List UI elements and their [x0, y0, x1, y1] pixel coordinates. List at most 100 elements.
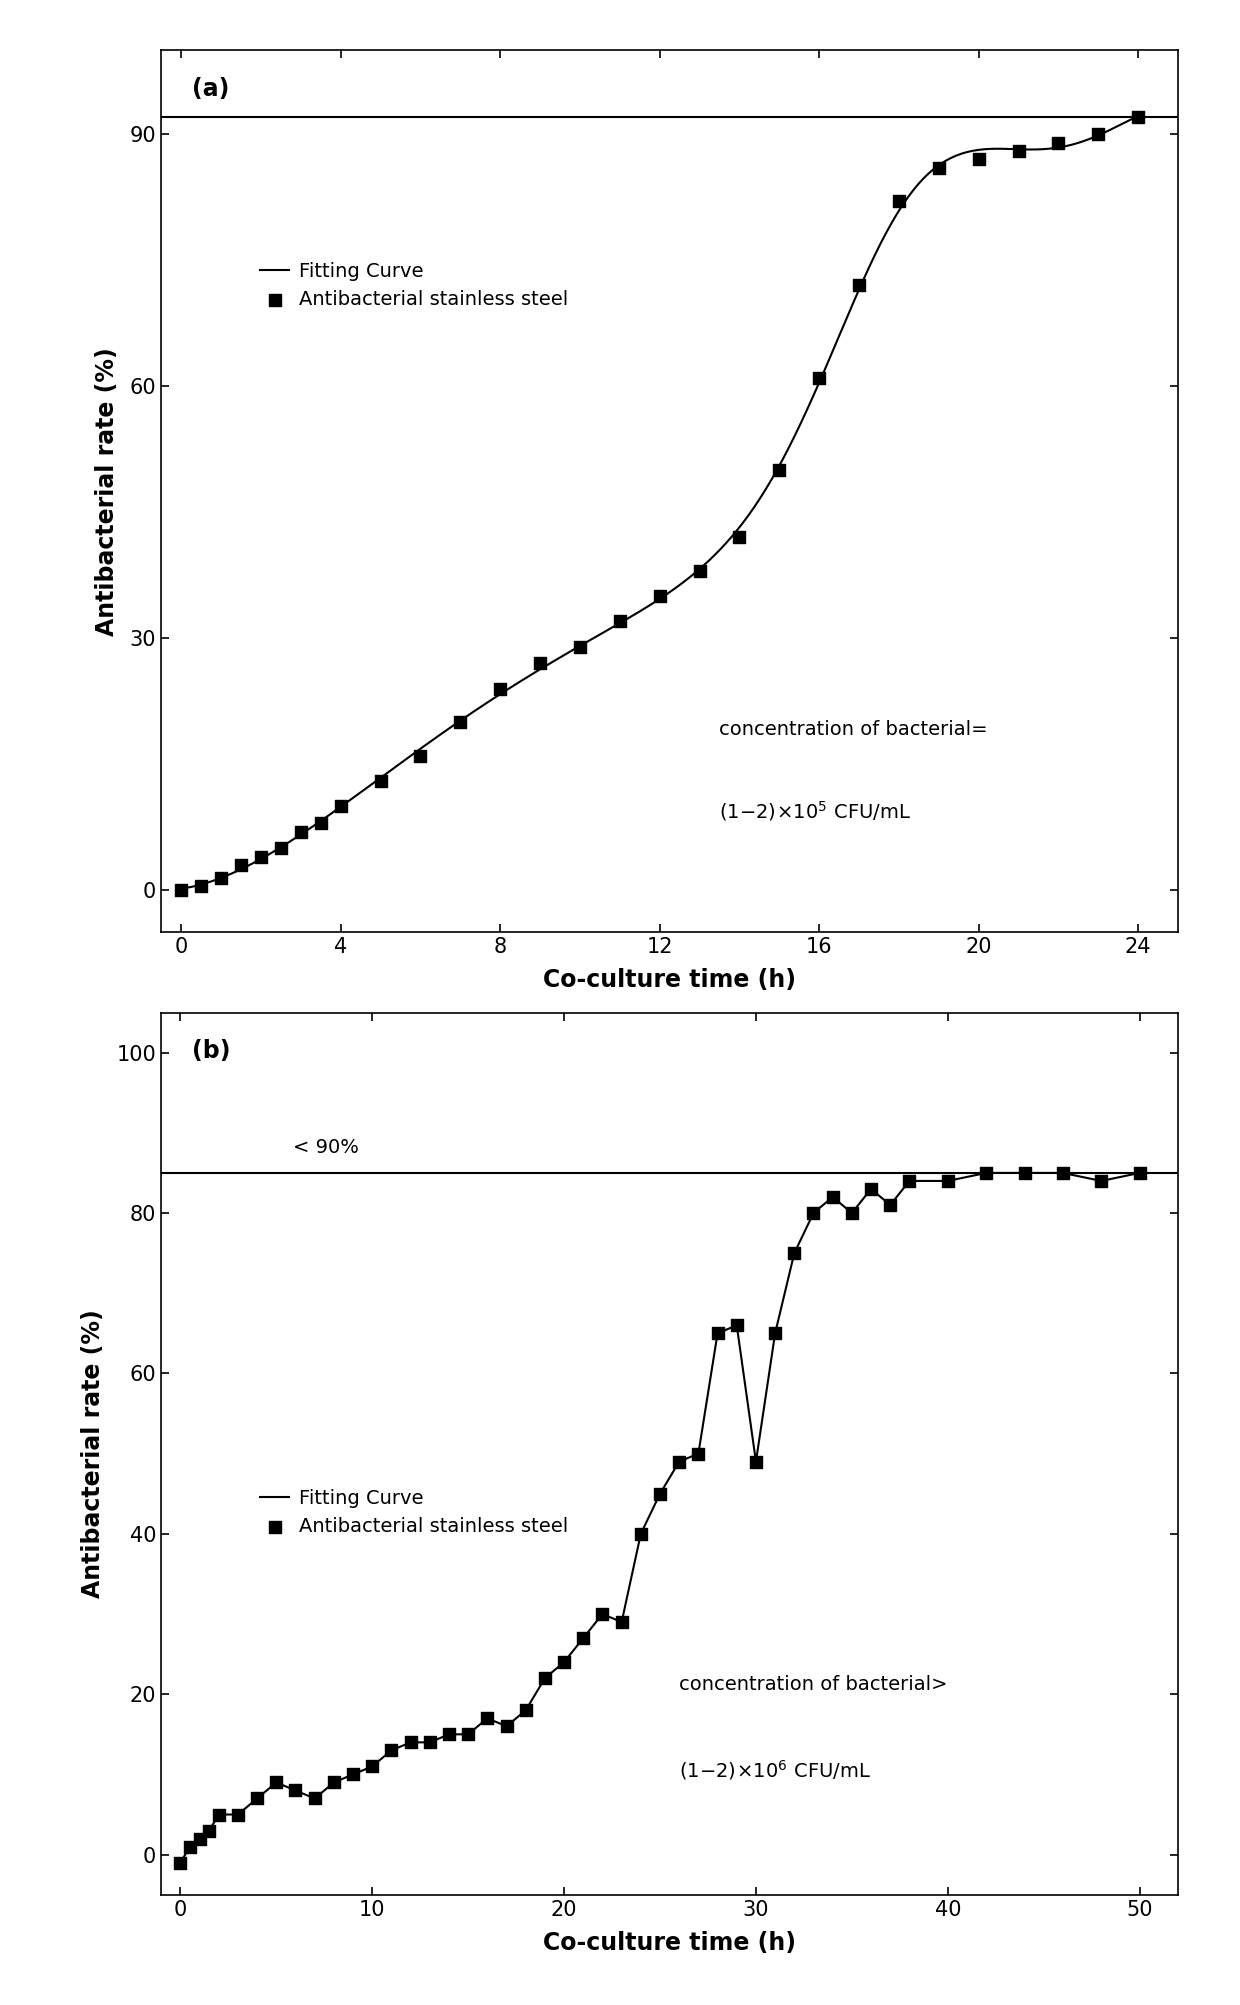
- Antibacterial stainless steel: [1089, 118, 1109, 150]
- Antibacterial stainless steel: [688, 1438, 708, 1470]
- Antibacterial stainless steel: [727, 1309, 746, 1341]
- Antibacterial stainless steel: [593, 1598, 613, 1630]
- Antibacterial stainless steel: [270, 832, 290, 864]
- Fitting Curve: [1131, 104, 1146, 128]
- Antibacterial stainless steel: [285, 1774, 305, 1807]
- Text: $(1\mathrm{-}2)\!\times\!10^6$ CFU/mL: $(1\mathrm{-}2)\!\times\!10^6$ CFU/mL: [680, 1758, 870, 1782]
- Text: concentration of bacterial=: concentration of bacterial=: [719, 720, 988, 740]
- Line: Fitting Curve: Fitting Curve: [181, 116, 1138, 888]
- Fitting Curve: [346, 1762, 361, 1786]
- Antibacterial stainless steel: [968, 142, 988, 174]
- Antibacterial stainless steel: [190, 1823, 210, 1855]
- Fitting Curve: [557, 1650, 572, 1674]
- Antibacterial stainless steel: [889, 184, 909, 217]
- Antibacterial stainless steel: [810, 361, 830, 393]
- Antibacterial stainless steel: [573, 1622, 593, 1654]
- Fitting Curve: [384, 1738, 399, 1762]
- Fitting Curve: [844, 1201, 859, 1225]
- Fitting Curve: [441, 1722, 456, 1746]
- Antibacterial stainless steel: [650, 1478, 670, 1510]
- Antibacterial stainless steel: [331, 790, 351, 822]
- Fitting Curve: [461, 1722, 476, 1746]
- Antibacterial stainless steel: [250, 840, 270, 872]
- Antibacterial stainless steel: [410, 740, 430, 772]
- Antibacterial stainless steel: [937, 1165, 957, 1197]
- Fitting Curve: [1132, 1161, 1147, 1185]
- Antibacterial stainless steel: [211, 862, 231, 894]
- Fitting Curve: [231, 1802, 246, 1827]
- Fitting Curve: [743, 499, 758, 523]
- Antibacterial stainless steel: [1049, 126, 1069, 158]
- Antibacterial stainless steel: [459, 1718, 479, 1750]
- Antibacterial stainless steel: [670, 1446, 689, 1478]
- Antibacterial stainless steel: [200, 1815, 219, 1847]
- Antibacterial stainless steel: [439, 1718, 459, 1750]
- Antibacterial stainless steel: [529, 648, 549, 680]
- Fitting Curve: [691, 1442, 706, 1466]
- Antibacterial stainless steel: [490, 672, 510, 704]
- Antibacterial stainless steel: [570, 632, 590, 664]
- Antibacterial stainless steel: [1130, 1157, 1149, 1189]
- Antibacterial stainless steel: [228, 1798, 248, 1831]
- Fitting Curve: [940, 1169, 955, 1193]
- Antibacterial stainless steel: [1008, 134, 1028, 166]
- Antibacterial stainless steel: [247, 1782, 267, 1815]
- Fitting Curve: [711, 1321, 725, 1345]
- Fitting Curve: [652, 1482, 667, 1506]
- Fitting Curve: [480, 1706, 495, 1730]
- Antibacterial stainless steel: [849, 269, 869, 301]
- Fitting Curve: [629, 602, 644, 626]
- Antibacterial stainless steel: [291, 816, 311, 848]
- Fitting Curve: [249, 1786, 264, 1811]
- Antibacterial stainless steel: [420, 1726, 440, 1758]
- Antibacterial stainless steel: [496, 1710, 516, 1742]
- Fitting Curve: [518, 1698, 533, 1722]
- Fitting Curve: [901, 1169, 916, 1193]
- Fitting Curve: [863, 1177, 878, 1201]
- Antibacterial stainless steel: [708, 1317, 728, 1349]
- Fitting Curve: [595, 1602, 610, 1626]
- Fitting Curve: [614, 1610, 629, 1634]
- Fitting Curve: [787, 1241, 802, 1265]
- Antibacterial stainless steel: [534, 1662, 554, 1694]
- Antibacterial stainless steel: [689, 555, 709, 587]
- Fitting Curve: [806, 1201, 821, 1225]
- Fitting Curve: [182, 1835, 197, 1859]
- Fitting Curve: [423, 1730, 438, 1754]
- Antibacterial stainless steel: [823, 1181, 843, 1213]
- Fitting Curve: [211, 1802, 226, 1827]
- Line: Fitting Curve: Fitting Curve: [180, 1173, 1140, 1863]
- Text: $(1\mathrm{-}2)\!\times\!10^5$ CFU/mL: $(1\mathrm{-}2)\!\times\!10^5$ CFU/mL: [719, 800, 911, 824]
- Antibacterial stainless steel: [371, 766, 391, 798]
- Antibacterial stainless steel: [976, 1157, 996, 1189]
- Antibacterial stainless steel: [1053, 1157, 1073, 1189]
- Fitting Curve: [202, 1819, 217, 1843]
- Antibacterial stainless steel: [729, 521, 749, 553]
- Antibacterial stainless steel: [746, 1446, 766, 1478]
- Antibacterial stainless steel: [191, 870, 211, 902]
- Antibacterial stainless steel: [631, 1518, 651, 1550]
- Fitting Curve: [498, 1714, 513, 1738]
- Antibacterial stainless steel: [554, 1646, 574, 1678]
- Antibacterial stainless steel: [769, 455, 789, 487]
- Antibacterial stainless steel: [929, 152, 949, 184]
- Antibacterial stainless steel: [450, 706, 470, 738]
- Fitting Curve: [729, 1313, 744, 1337]
- Antibacterial stainless steel: [180, 1831, 200, 1863]
- Antibacterial stainless steel: [311, 808, 331, 840]
- Antibacterial stainless steel: [171, 874, 191, 906]
- Legend: Fitting Curve, Antibacterial stainless steel: Fitting Curve, Antibacterial stainless s…: [252, 1482, 575, 1544]
- Antibacterial stainless steel: [477, 1702, 497, 1734]
- Antibacterial stainless steel: [267, 1766, 286, 1798]
- Antibacterial stainless steel: [610, 606, 630, 638]
- Fitting Curve: [1107, 116, 1122, 140]
- Antibacterial stainless steel: [401, 1726, 420, 1758]
- Text: < 90%: < 90%: [294, 1139, 360, 1157]
- Text: (a): (a): [192, 76, 229, 100]
- Antibacterial stainless steel: [611, 1606, 631, 1638]
- X-axis label: Co-culture time (h): Co-culture time (h): [543, 968, 796, 992]
- Y-axis label: Antibacterial rate (%): Antibacterial rate (%): [82, 1309, 105, 1598]
- Y-axis label: Antibacterial rate (%): Antibacterial rate (%): [94, 347, 119, 636]
- Fitting Curve: [883, 1193, 898, 1217]
- Fitting Curve: [749, 1450, 764, 1474]
